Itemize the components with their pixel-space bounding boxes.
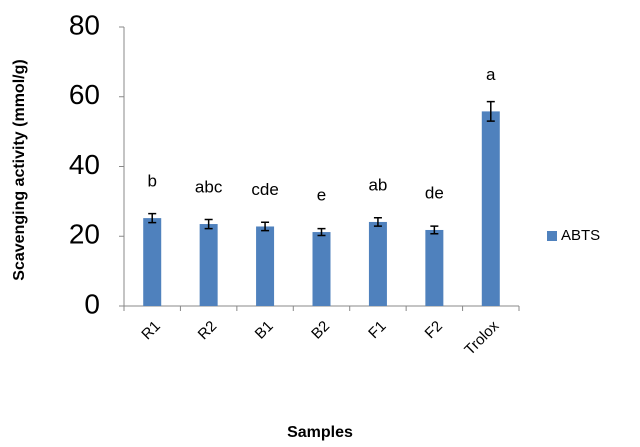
x-tick-label: R1 xyxy=(138,318,164,344)
significance-label: b xyxy=(147,172,156,191)
y-tick-label: 80 xyxy=(69,9,100,40)
error-bar xyxy=(317,227,326,237)
x-tick-label: B2 xyxy=(308,318,333,343)
bar xyxy=(425,229,444,306)
significance-label: abc xyxy=(195,178,223,197)
x-tick-label: Trolox xyxy=(461,317,502,358)
error-bar xyxy=(373,217,382,227)
y-tick-label: 0 xyxy=(84,288,100,319)
significance-label: ab xyxy=(368,175,387,194)
y-tick-label: 20 xyxy=(69,219,100,250)
significance-label: cde xyxy=(251,180,278,199)
bar xyxy=(368,221,387,306)
bar xyxy=(256,226,275,306)
error-bar xyxy=(430,225,439,235)
x-tick-label: B1 xyxy=(252,318,277,343)
error-bar xyxy=(486,100,495,122)
legend-label: ABTS xyxy=(561,227,600,244)
x-tick-label: F2 xyxy=(422,318,446,342)
error-bar xyxy=(204,218,213,230)
bar xyxy=(481,111,500,307)
y-axis-label: Scavenging activity (mmol/g) xyxy=(11,59,28,280)
significance-label: a xyxy=(486,65,496,84)
bar xyxy=(312,232,331,306)
bar xyxy=(199,224,218,306)
significance-label: de xyxy=(425,183,444,202)
y-tick-label: 60 xyxy=(69,79,100,110)
legend-swatch xyxy=(547,231,557,241)
error-bar xyxy=(148,212,157,224)
x-axis-label: Samples xyxy=(287,424,353,441)
significance-label: e xyxy=(317,186,326,205)
x-tick-label: F1 xyxy=(365,318,389,342)
error-bar xyxy=(261,221,270,232)
bar xyxy=(143,218,162,306)
y-tick-label: 40 xyxy=(69,149,100,180)
x-tick-label: R2 xyxy=(195,318,221,344)
